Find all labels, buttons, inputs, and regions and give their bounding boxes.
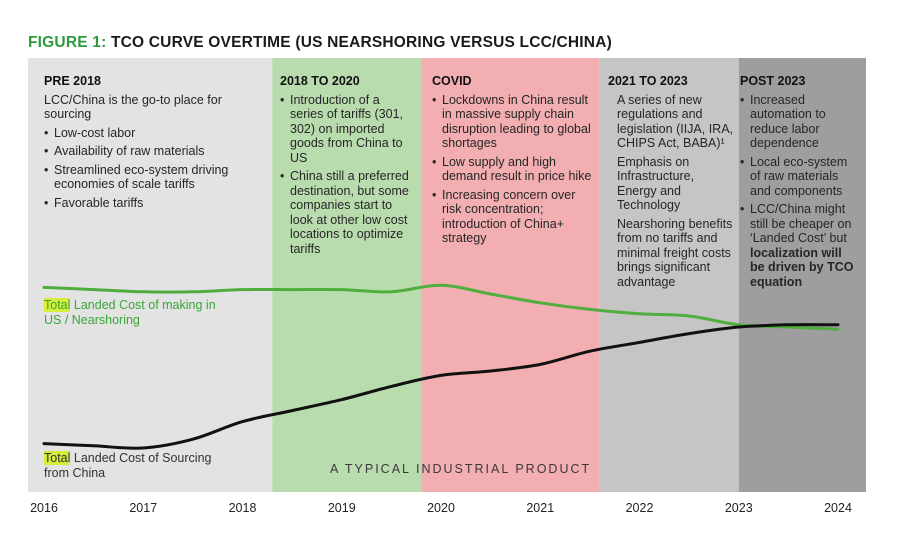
- x-tick-label: 2022: [626, 501, 654, 515]
- x-axis-ticks: 2016 2017 2018 2019 2020 2021 2022 2023 2024: [30, 501, 852, 515]
- panel-heading: COVID: [432, 74, 472, 88]
- panel-bullet-text: LCC/China might still be cheaper on ‘Lan…: [750, 202, 852, 245]
- x-tick-label: 2016: [30, 501, 58, 515]
- panel-post-2023: POST 2023 Increased automation to reduce…: [740, 74, 858, 293]
- x-tick-label: 2019: [328, 501, 356, 515]
- panel-bullet: Local eco-system of raw materials and co…: [740, 155, 858, 199]
- panel-bullet: Low-cost labor: [44, 126, 270, 141]
- china-sourcing-line: [42, 323, 840, 450]
- panel-bullet: LCC/China might still be cheaper on ‘Lan…: [740, 202, 858, 289]
- band-2021-2023: [599, 58, 739, 492]
- figure-number: FIGURE 1:: [28, 34, 107, 51]
- panel-heading: 2018 TO 2020: [280, 74, 360, 88]
- x-tick-label: 2024: [824, 501, 852, 515]
- china-label-text: Landed Cost of Sourcing from China: [44, 451, 212, 480]
- x-tick-label: 2017: [129, 501, 157, 515]
- panel-bullet: Streamlined eco-system driving economies…: [44, 163, 270, 192]
- product-label: A TYPICAL INDUSTRIAL PRODUCT: [330, 462, 592, 476]
- us-label-text: Landed Cost of making in US / Nearshorin…: [44, 298, 216, 327]
- figure-title-text: TCO CURVE OVERTIME (US NEARSHORING VERSU…: [110, 34, 612, 51]
- panel-heading: 2021 TO 2023: [608, 74, 688, 88]
- panel-text: Emphasis on Infrastructure, Energy and T…: [617, 154, 695, 213]
- x-tick-label: 2020: [427, 501, 455, 515]
- panel-2021-2023: 2021 TO 2023 A series of new regulations…: [608, 74, 736, 293]
- panel-lead: LCC/China is the go-to place for sourcin…: [44, 92, 222, 122]
- panel-text: Nearshoring benefits from no tariffs and…: [617, 216, 733, 289]
- us-curve-label: Total Landed Cost of making in US / Near…: [44, 298, 224, 328]
- panel-2018-2020: 2018 TO 2020 Introduction of a series of…: [280, 74, 414, 260]
- panel-bullet-bold: localization will be driven by TCO equat…: [750, 245, 854, 289]
- panel-heading: POST 2023: [740, 74, 806, 88]
- panel-pre-2018: PRE 2018 LCC/China is the go-to place fo…: [44, 74, 270, 214]
- panel-bullet: Low supply and high demand result in pri…: [432, 155, 598, 184]
- x-tick-label: 2021: [526, 501, 554, 515]
- panel-heading: PRE 2018: [44, 74, 101, 88]
- x-tick-label: 2018: [229, 501, 257, 515]
- curve-lines: [42, 283, 840, 450]
- x-tick-label: 2023: [725, 501, 753, 515]
- panel-bullet: Introduction of a series of tariffs (301…: [280, 93, 414, 166]
- panel-covid: COVID Lockdowns in China result in massi…: [432, 74, 598, 250]
- figure-title: FIGURE 1: TCO CURVE OVERTIME (US NEARSHO…: [28, 34, 612, 52]
- panel-bullet: Availability of raw materials: [44, 144, 270, 159]
- panel-text: A series of new regulations and legislat…: [617, 92, 734, 151]
- panel-bullet: China still a preferred destination, but…: [280, 169, 414, 256]
- china-label-highlight: Total: [44, 451, 71, 465]
- panel-bullet: Lockdowns in China result in massive sup…: [432, 93, 598, 151]
- panel-bullet: Increasing concern over risk concentrati…: [432, 188, 598, 246]
- panel-bullet: Favorable tariffs: [44, 196, 270, 211]
- us-label-highlight: Total: [44, 298, 71, 312]
- china-curve-label: Total Landed Cost of Sourcing from China: [44, 451, 224, 481]
- panel-bullet: Increased automation to reduce labor dep…: [740, 93, 858, 151]
- us-nearshoring-line: [42, 283, 840, 331]
